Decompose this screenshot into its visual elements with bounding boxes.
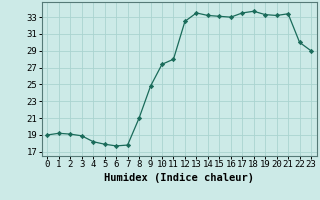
X-axis label: Humidex (Indice chaleur): Humidex (Indice chaleur) [104, 173, 254, 183]
